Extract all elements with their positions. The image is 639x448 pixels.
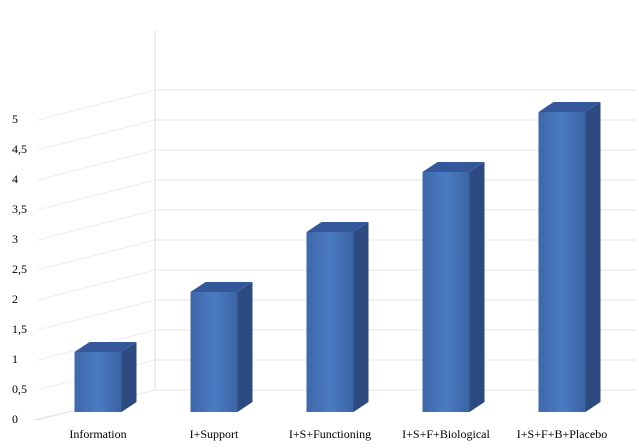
bar: [422, 172, 470, 412]
bar-side: [353, 222, 369, 412]
y-tick-label: 1,5: [12, 322, 27, 336]
grid-diagonal: [37, 179, 156, 211]
grid-diagonal: [37, 89, 156, 121]
x-tick-label: I+Support: [190, 427, 239, 441]
y-tick-label: 4,5: [12, 142, 27, 156]
bar-side: [237, 282, 253, 412]
bar-top: [538, 102, 601, 112]
bar-side: [585, 102, 601, 412]
y-tick-label: 1: [12, 352, 18, 366]
y-tick-label: 2,5: [12, 262, 27, 276]
x-tick-label: I+S+Functioning: [289, 427, 371, 441]
bar: [190, 292, 238, 412]
grid-diagonal: [37, 269, 156, 301]
x-tick-label: I+S+F+B+Placebo: [517, 427, 607, 441]
bar-side: [121, 342, 137, 412]
grid-diagonal: [37, 119, 156, 151]
y-tick-label: 0: [12, 412, 18, 426]
x-tick-label: I+S+F+Biological: [402, 427, 490, 441]
bar-top: [190, 282, 253, 292]
bar: [74, 352, 122, 412]
grid-diagonal: [37, 149, 156, 181]
y-tick-label: 3,5: [12, 202, 27, 216]
bar: [538, 112, 586, 412]
bar-top: [74, 342, 137, 352]
grid-diagonal: [37, 209, 156, 241]
x-tick-label: Information: [69, 427, 126, 441]
y-tick-label: 4: [12, 172, 18, 186]
y-tick-label: 3: [12, 232, 18, 246]
bar-top: [306, 222, 369, 232]
grid-diagonal: [37, 239, 156, 271]
y-tick-label: 0,5: [12, 382, 27, 396]
bar: [306, 232, 354, 412]
bar-top: [422, 162, 485, 172]
y-tick-label: 2: [12, 292, 18, 306]
y-tick-label: 5: [12, 112, 18, 126]
bar-side: [469, 162, 485, 412]
grid-diagonal: [37, 299, 156, 331]
